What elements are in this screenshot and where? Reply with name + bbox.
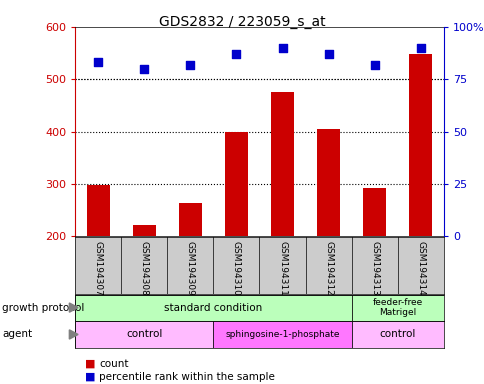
Text: percentile rank within the sample: percentile rank within the sample — [99, 372, 275, 382]
Bar — [351, 295, 443, 321]
Text: agent: agent — [2, 329, 32, 339]
Text: ■: ■ — [85, 372, 95, 382]
Point — [324, 51, 332, 57]
Bar — [75, 321, 213, 348]
Text: GSM194310: GSM194310 — [231, 242, 241, 296]
Bar — [408, 53, 431, 341]
Text: growth protocol: growth protocol — [2, 303, 85, 313]
Point — [140, 66, 148, 72]
Point — [278, 45, 286, 51]
Text: control: control — [378, 329, 415, 339]
Bar — [133, 225, 155, 341]
Point — [186, 61, 194, 68]
Text: GDS2832 / 223059_s_at: GDS2832 / 223059_s_at — [159, 15, 325, 29]
Bar — [363, 187, 385, 341]
Text: GSM194307: GSM194307 — [93, 242, 103, 296]
Text: GSM194314: GSM194314 — [415, 242, 424, 296]
Text: GSM194308: GSM194308 — [139, 242, 149, 296]
Point — [416, 45, 424, 51]
Bar — [317, 129, 339, 341]
Text: standard condition: standard condition — [164, 303, 262, 313]
Text: count: count — [99, 359, 129, 369]
Bar — [271, 92, 293, 341]
Bar — [213, 321, 351, 348]
Polygon shape — [69, 303, 78, 312]
Text: feeder-free
Matrigel: feeder-free Matrigel — [372, 298, 422, 317]
Point — [370, 61, 378, 68]
Polygon shape — [69, 330, 78, 339]
Text: sphingosine-1-phosphate: sphingosine-1-phosphate — [225, 330, 339, 339]
Text: control: control — [126, 329, 162, 339]
Text: GSM194312: GSM194312 — [323, 242, 333, 296]
Bar — [179, 203, 201, 341]
Point — [94, 60, 102, 66]
Text: GSM194313: GSM194313 — [369, 242, 378, 296]
Text: GSM194311: GSM194311 — [277, 242, 287, 296]
Bar — [75, 295, 351, 321]
Bar — [351, 321, 443, 348]
Point — [232, 51, 240, 57]
Bar — [87, 185, 109, 341]
Bar — [225, 131, 247, 341]
Text: ■: ■ — [85, 359, 95, 369]
Text: GSM194309: GSM194309 — [185, 242, 195, 296]
